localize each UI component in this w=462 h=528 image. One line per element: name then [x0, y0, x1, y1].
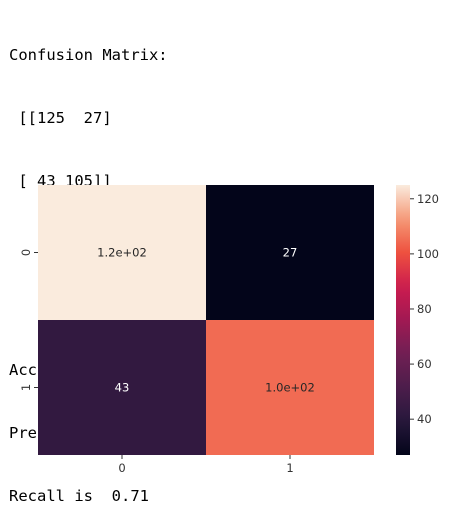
colorbar-tick-label-60: 60 — [417, 357, 432, 371]
heatmap-chart: 1.2e+02 27 43 1.0e+02 0 1 0 1 40 60 80 100 120 — [0, 0, 462, 486]
x-tick-label-0: 0 — [118, 461, 125, 475]
heatmap-cell-label-0-0: 1.2e+02 — [97, 246, 147, 260]
x-tick-label-1: 1 — [286, 461, 293, 475]
y-tick-label-0: 0 — [19, 249, 33, 256]
heatmap-cell-label-0-1: 27 — [283, 246, 298, 260]
colorbar — [396, 185, 410, 455]
console-line-recall: Recall is 0.71 — [9, 486, 196, 507]
heatmap-cell-label-1-1: 1.0e+02 — [265, 381, 315, 395]
colorbar-tick-label-100: 100 — [417, 247, 439, 261]
colorbar-tick-label-80: 80 — [417, 302, 432, 316]
colorbar-tick-label-120: 120 — [417, 192, 439, 206]
colorbar-tick-label-40: 40 — [417, 412, 432, 426]
heatmap-cell-label-1-0: 43 — [115, 381, 130, 395]
y-tick-label-1: 1 — [19, 384, 33, 391]
